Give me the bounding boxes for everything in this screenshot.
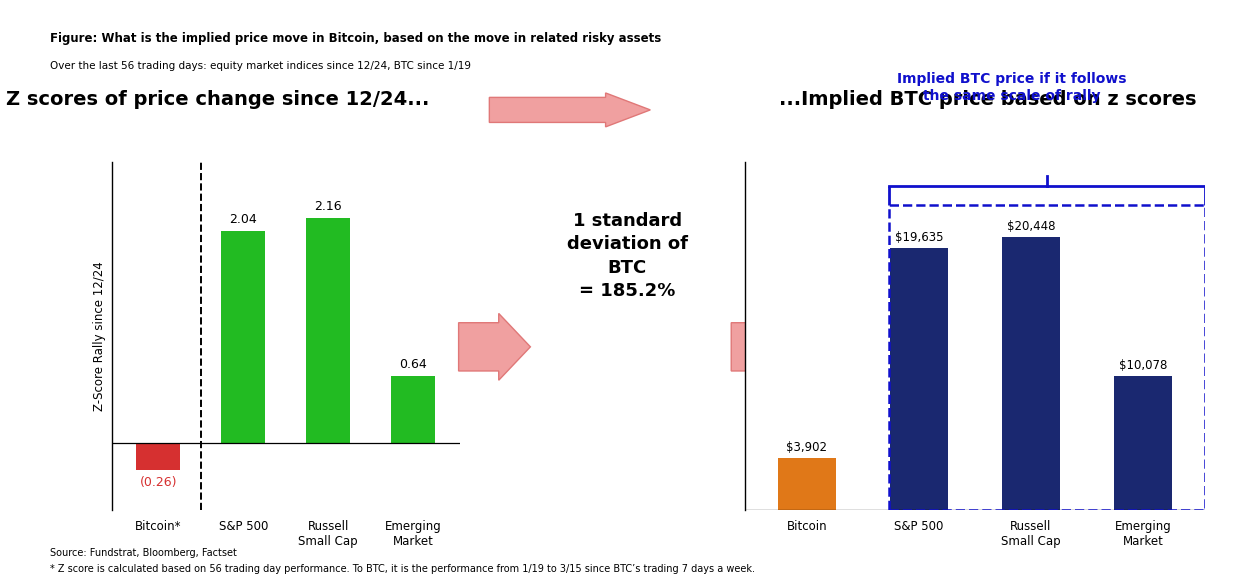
Bar	[391, 376, 435, 443]
Text: Over the last 56 trading days: equity market indices since 12/24, BTC since 1/19: Over the last 56 trading days: equity ma…	[50, 61, 471, 71]
Text: 2.04: 2.04	[230, 213, 257, 226]
Text: (0.26): (0.26)	[139, 476, 178, 489]
Bar	[221, 231, 266, 443]
Text: ...Implied BTC price based on z scores: ...Implied BTC price based on z scores	[779, 90, 1196, 109]
Text: $19,635: $19,635	[894, 231, 943, 244]
Text: * Z score is calculated based on 56 trading day performance. To BTC, it is the p: * Z score is calculated based on 56 trad…	[50, 564, 755, 574]
Bar	[889, 248, 948, 510]
FancyArrow shape	[458, 313, 530, 380]
Text: $10,078: $10,078	[1119, 359, 1167, 372]
Text: $20,448: $20,448	[1007, 220, 1056, 233]
Bar	[137, 443, 180, 470]
Text: 2.16: 2.16	[314, 200, 342, 213]
Text: 0.64: 0.64	[399, 358, 427, 371]
Bar	[1114, 375, 1172, 510]
Text: $3,902: $3,902	[786, 441, 827, 454]
Text: Z scores of price change since 12/24...: Z scores of price change since 12/24...	[6, 90, 428, 109]
Text: Implied BTC price if it follows
the same scale of rally: Implied BTC price if it follows the same…	[898, 72, 1126, 103]
Bar	[777, 458, 836, 510]
Text: Source: Fundstrat, Bloomberg, Factset: Source: Fundstrat, Bloomberg, Factset	[50, 548, 236, 558]
FancyArrow shape	[732, 313, 795, 380]
Bar	[306, 219, 350, 443]
Bar	[1002, 237, 1061, 510]
Y-axis label: Z-Score Rally since 12/24: Z-Score Rally since 12/24	[93, 262, 107, 411]
Text: 1 standard
deviation of
BTC
= 185.2%: 1 standard deviation of BTC = 185.2%	[566, 212, 688, 300]
Text: Figure: What is the implied price move in Bitcoin, based on the move in related : Figure: What is the implied price move i…	[50, 32, 661, 45]
FancyArrow shape	[489, 93, 651, 127]
Bar	[889, 205, 1205, 510]
